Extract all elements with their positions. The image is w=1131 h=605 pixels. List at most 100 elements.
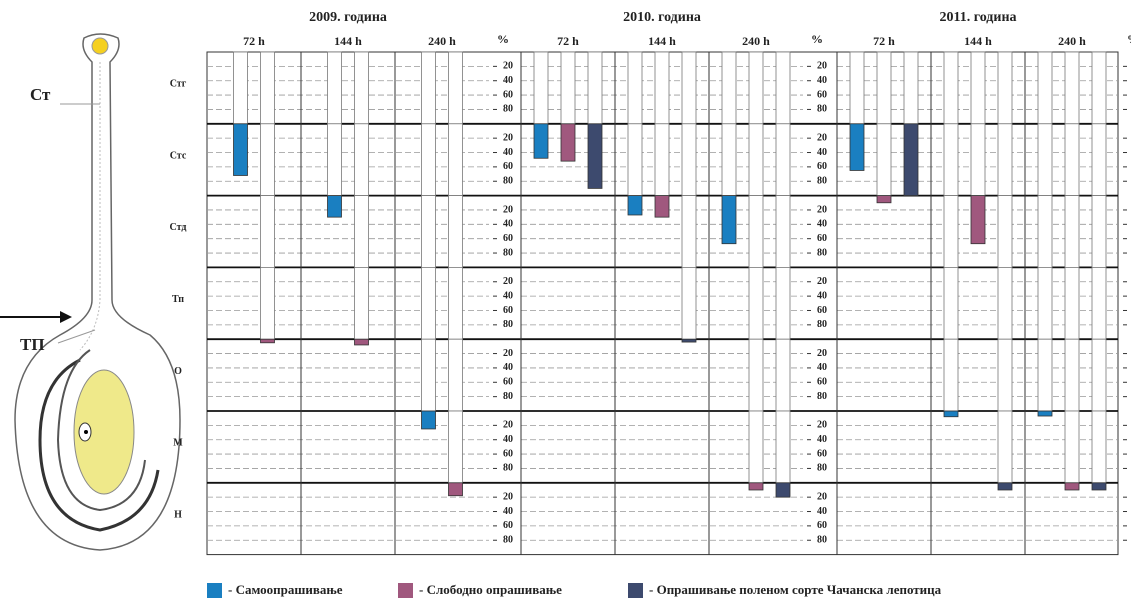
tube-segment (1064, 195, 1080, 268)
tube-segment (997, 195, 1013, 268)
bar (943, 410, 959, 418)
tube-segment (748, 266, 764, 340)
panel-title: 2009. година (309, 10, 387, 25)
tube-segment (1091, 410, 1107, 484)
tube-segment (654, 123, 670, 197)
tube-segment (748, 123, 764, 197)
y-tick-label: 80 (817, 319, 827, 330)
bar (876, 195, 892, 204)
y-tick-label: 80 (817, 535, 827, 546)
tube-segment (1064, 410, 1080, 484)
y-tick-label: 60 (817, 520, 827, 531)
tube-segment (681, 51, 697, 125)
row-label: Н (174, 509, 182, 520)
time-label: 72 h (873, 34, 895, 48)
y-tick-label: 40 (817, 147, 827, 158)
bar (721, 195, 737, 245)
y-tick-label: 20 (817, 491, 827, 502)
y-tick-label: 40 (503, 434, 513, 445)
y-tick-label: 80 (503, 535, 513, 546)
y-tick-label: 60 (817, 233, 827, 244)
y-tick-label: 40 (817, 362, 827, 373)
integument-inner (56, 349, 146, 512)
y-tick-label: 20 (817, 204, 827, 215)
tube-segment (748, 410, 764, 484)
y-tick-label: 60 (503, 377, 513, 388)
y-tick-label: 80 (503, 176, 513, 187)
panel-title: 2010. година (623, 10, 701, 25)
y-tick-label: 60 (817, 305, 827, 316)
tube-segment (327, 51, 342, 125)
bar (587, 123, 603, 189)
y-tick-label: 80 (503, 247, 513, 258)
tube-segment (775, 51, 791, 125)
tube-segment (997, 338, 1013, 412)
time-label: 240 h (1058, 34, 1086, 48)
y-tick-label: 20 (503, 132, 513, 143)
y-tick-label: 80 (817, 247, 827, 258)
y-tick-label: 40 (503, 219, 513, 230)
y-tick-label: 80 (503, 104, 513, 115)
tube-segment (681, 123, 697, 197)
time-label: 144 h (648, 34, 676, 48)
y-tick-label: 20 (817, 276, 827, 287)
y-tick-label: 80 (817, 391, 827, 402)
y-tick-label: 40 (503, 147, 513, 158)
time-label: 240 h (428, 34, 456, 48)
bar (748, 482, 764, 491)
tube-segment (1037, 195, 1053, 268)
bar (560, 123, 576, 162)
bar (903, 123, 919, 197)
tube-segment (421, 266, 436, 340)
bar (448, 482, 463, 497)
y-tick-label: 40 (503, 362, 513, 373)
tube-segment (421, 51, 436, 125)
tube-segment (1037, 338, 1053, 412)
tube-segment (233, 51, 248, 125)
y-tick-label: 20 (817, 132, 827, 143)
tube-segment (627, 51, 643, 125)
tube-segment (260, 266, 275, 340)
y-tick-label: 20 (817, 61, 827, 72)
tube-segment (748, 195, 764, 268)
pistil-diagram: Ст ТП (0, 33, 181, 551)
row-label: О (174, 366, 182, 377)
tube-segment (448, 195, 463, 268)
tube-segment (587, 51, 603, 125)
y-axis-label: % (497, 32, 509, 46)
tube-segment (1091, 266, 1107, 340)
y-tick-label: 60 (817, 377, 827, 388)
arrow-head (60, 311, 72, 323)
panel-title: 2011. година (939, 10, 1016, 25)
row-label: Стг (170, 79, 187, 90)
bar (997, 482, 1013, 491)
y-tick-label: 60 (817, 448, 827, 459)
bar (1064, 482, 1080, 491)
tube-segment (775, 338, 791, 412)
legend-label: - Слободно опрашивање (419, 582, 562, 597)
tube-segment (721, 51, 737, 125)
y-tick-label: 40 (503, 75, 513, 86)
tube-segment (1037, 51, 1053, 125)
bar (1037, 410, 1053, 417)
tube-segment (354, 195, 369, 268)
tube-segment (997, 51, 1013, 125)
tube-segment (943, 266, 959, 340)
tube-segment (997, 123, 1013, 197)
y-tick-label: 80 (817, 463, 827, 474)
tube-segment (903, 51, 919, 125)
tube-segment (560, 51, 576, 125)
time-label: 72 h (243, 34, 265, 48)
bar (327, 195, 342, 218)
time-label: 72 h (557, 34, 579, 48)
tube-segment (448, 51, 463, 125)
tube-segment (943, 51, 959, 125)
tube-segment (354, 51, 369, 125)
row-label: Стс (170, 150, 187, 161)
tube-segment (876, 123, 892, 197)
tube-segment (775, 266, 791, 340)
y-tick-label: 80 (503, 391, 513, 402)
legend-swatch (398, 583, 413, 598)
y-tick-label: 60 (503, 233, 513, 244)
